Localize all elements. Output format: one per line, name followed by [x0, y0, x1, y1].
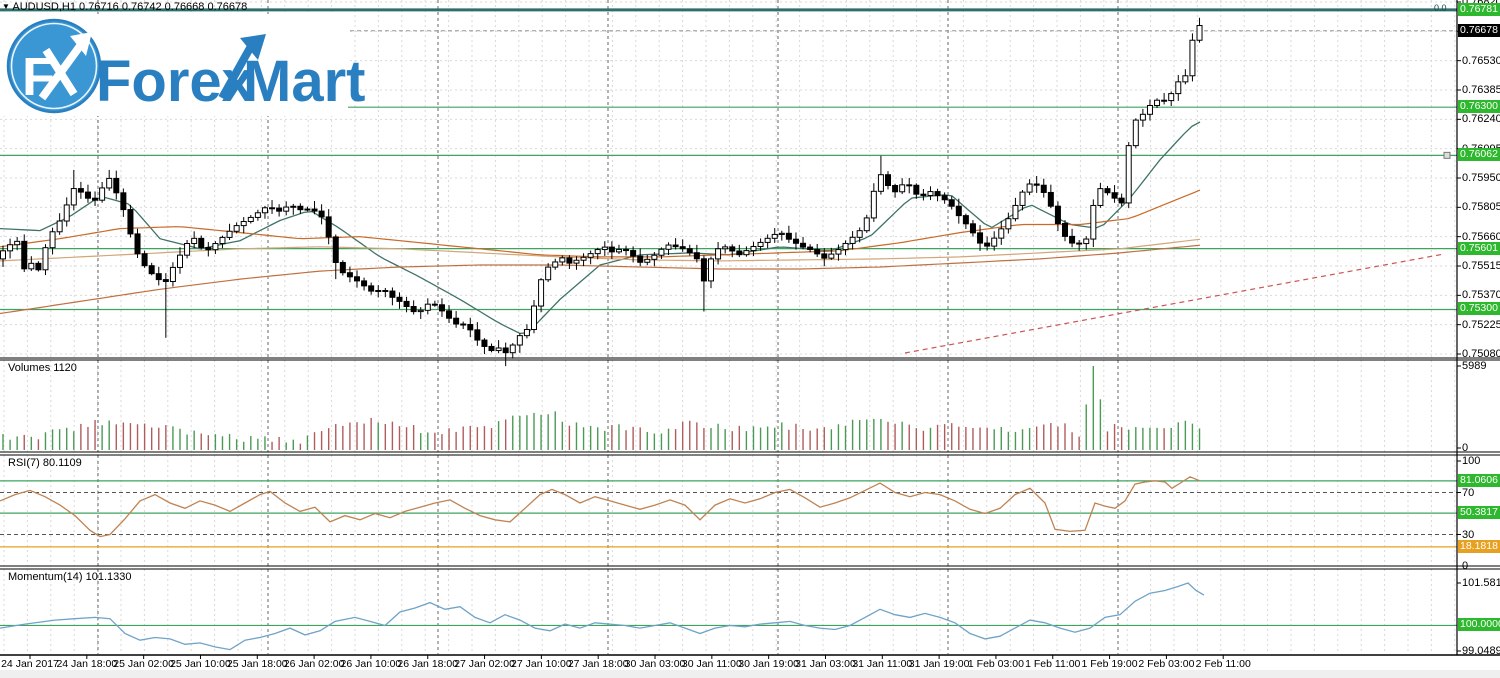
momentum-current-value: 101.1330 — [85, 571, 132, 583]
chevron-down-icon[interactable]: ▼ — [2, 2, 10, 11]
time-label: 30 Jan 11:00 — [681, 658, 742, 670]
time-label: 24 Jan 2017 — [1, 658, 59, 670]
rsi-level-badge: 50.3817 — [1458, 506, 1500, 520]
time-label: 31 Jan 03:00 — [795, 658, 856, 670]
momentum-level-badge: 100.0000 — [1458, 618, 1500, 632]
time-label: 30 Jan 19:00 — [738, 658, 800, 670]
ohlc-values: 0.76716 0.76742 0.76668 0.76678 — [79, 1, 248, 13]
price-tick-label: 0.76385 — [1462, 84, 1500, 96]
momentum-layer — [0, 582, 1457, 651]
price-tick-label: 0.76240 — [1462, 113, 1500, 126]
ma-slow-brown — [0, 244, 1201, 315]
rsi-tick-label: 100 — [1462, 455, 1481, 467]
volume-indicator-name: Volumes — [8, 362, 51, 374]
grid-layer — [0, 0, 1457, 654]
price-tick-label: 0.75225 — [1462, 318, 1500, 331]
candles-layer — [0, 17, 1203, 367]
time-label: 25 Jan 02:00 — [113, 658, 174, 670]
price-tick-label: 0.75950 — [1462, 172, 1500, 184]
rsi-layer — [0, 476, 1457, 548]
chart-header: ▼ AUDUSD,H1 0.76716 0.76742 0.76668 0.76… — [2, 1, 247, 13]
rsi-panel-title: RSI(7) 80.1109 — [8, 457, 82, 469]
price-tick-label: 0.75805 — [1462, 201, 1500, 214]
price-tick-label: 0.75080 — [1462, 348, 1500, 360]
time-label: 27 Jan 02:00 — [454, 658, 515, 670]
rsi-indicator-name: RSI(7) — [8, 457, 40, 469]
volume-bars-layer — [2, 366, 1201, 450]
ma-slow-tan — [0, 238, 1201, 262]
price-badge: 0.75601 — [1458, 241, 1500, 255]
time-label: 1 Feb 11:00 — [1025, 658, 1081, 670]
time-label: 2 Feb 11:00 — [1195, 658, 1251, 670]
price-badge: 0.76678 — [1458, 23, 1500, 37]
price-tick-label: 0.75660 — [1462, 230, 1500, 243]
time-label: 26 Jan 10:00 — [340, 658, 402, 670]
rsi-tick-label: 30 — [1462, 528, 1475, 541]
rsi-tick-label: 0 — [1462, 560, 1469, 572]
rsi-tick-label: 70 — [1462, 486, 1475, 499]
volume-axis-min: 0 — [1462, 442, 1469, 454]
time-label: 25 Jan 18:00 — [226, 658, 288, 670]
time-label: 31 Jan 11:00 — [852, 658, 913, 670]
rsi-current-value: 80.1109 — [42, 457, 82, 469]
price-tick-label: 0.75370 — [1462, 289, 1500, 302]
volume-panel-title: Volumes 1120 — [8, 362, 77, 374]
time-label: 2 Feb 03:00 — [1138, 658, 1195, 670]
rsi-line — [0, 476, 1201, 538]
price-badge: 0.76062 — [1458, 148, 1500, 162]
volume-axis-max: 5989 — [1462, 360, 1487, 372]
time-label: 25 Jan 10:00 — [170, 658, 231, 670]
time-label: 24 Jan 18:00 — [56, 658, 118, 670]
time-label: 1 Feb 19:00 — [1081, 658, 1138, 670]
price-badge: 0.75300 — [1458, 302, 1500, 316]
ma-fast-teal — [0, 121, 1201, 335]
time-label: 27 Jan 10:00 — [511, 658, 572, 670]
logo-word-mart: Mart — [243, 49, 365, 114]
line-value-note: 0.0 — [1434, 3, 1447, 13]
momentum-panel-title: Momentum(14) 101.1330 — [8, 571, 132, 583]
trendline[interactable] — [904, 253, 1446, 354]
volume-current-value: 1120 — [53, 362, 77, 374]
time-label: 26 Jan 02:00 — [283, 658, 345, 670]
ma-medium-orange — [0, 189, 1201, 258]
rsi-level-badge: 81.0606 — [1458, 473, 1500, 487]
price-badge: 0.76781 — [1458, 2, 1500, 16]
momentum-line — [0, 582, 1205, 651]
momentum-tick-label: 101.581 — [1462, 577, 1500, 589]
bottom-margin — [0, 670, 1500, 678]
level-lines-layer — [0, 8, 1457, 354]
rsi-level-badge: 18.1818 — [1458, 539, 1500, 553]
price-badge: 0.76300 — [1458, 100, 1500, 114]
price-tick-label: 0.76530 — [1462, 54, 1500, 67]
price-tick-label: 0.75515 — [1462, 260, 1500, 272]
time-label: 26 Jan 18:00 — [397, 658, 459, 670]
frame-layer — [0, 0, 1500, 659]
logo-arrow-white — [70, 32, 92, 56]
logo-arrow-blue — [240, 34, 266, 60]
momentum-tick-label: 99.0489 — [1462, 645, 1500, 657]
time-label: 1 Feb 03:00 — [967, 658, 1024, 670]
line-handle[interactable] — [1443, 151, 1451, 159]
time-label: 27 Jan 18:00 — [567, 658, 629, 670]
moving-averages-layer — [0, 121, 1201, 335]
momentum-indicator-name: Momentum(14) — [8, 571, 83, 583]
symbol-period-label: AUDUSD,H1 — [12, 1, 76, 13]
time-label: 31 Jan 19:00 — [908, 658, 970, 670]
time-label: 30 Jan 03:00 — [624, 658, 686, 670]
